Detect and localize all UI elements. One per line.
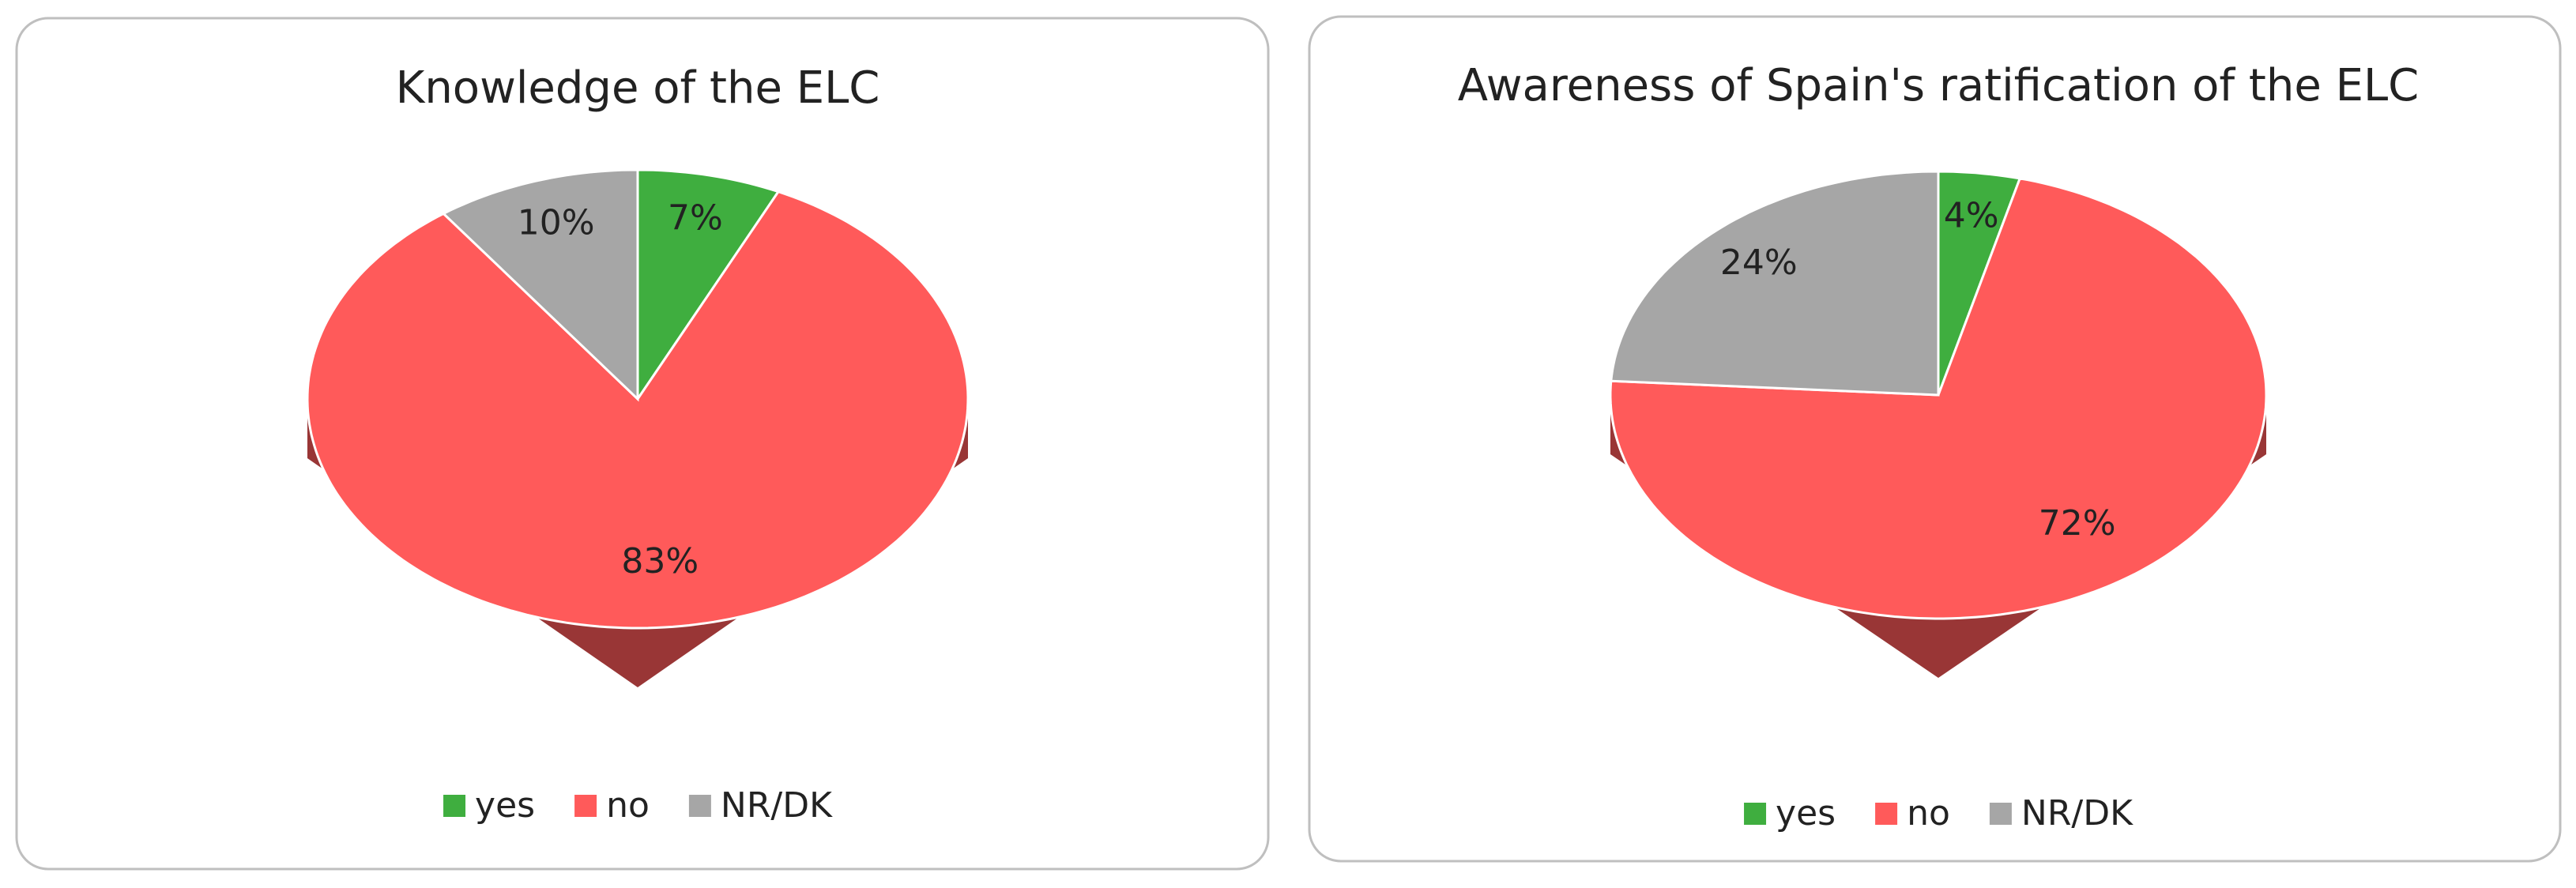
data-label: 24% — [1720, 243, 1798, 283]
pie-top — [1610, 170, 1940, 397]
legend-label: no — [606, 785, 650, 826]
data-label: 7% — [668, 198, 723, 239]
data-label: 83% — [621, 541, 699, 581]
data-label: 72% — [2039, 503, 2116, 544]
pie-slice — [441, 168, 639, 402]
pie-slice — [636, 168, 781, 403]
legend-label: NR/DK — [2021, 793, 2133, 833]
legend-label: yes — [475, 785, 535, 826]
chart-title: Awareness of Spain's ratification of the… — [1458, 60, 2420, 111]
pie-side — [307, 399, 968, 687]
legend-swatch — [1989, 803, 2012, 825]
data-label: 10% — [518, 202, 595, 243]
pie-slice — [1609, 177, 2268, 678]
legend-swatch — [443, 795, 466, 817]
data-label: 4% — [1944, 195, 1999, 235]
pie-side — [1610, 395, 2266, 678]
legend-label: no — [1907, 793, 1950, 833]
pie-slice — [306, 190, 970, 687]
legend-label: NR/DK — [721, 785, 833, 826]
pie-top — [441, 168, 639, 402]
pie-top — [636, 168, 781, 403]
chart-title: Knowledge of the ELC — [396, 62, 880, 114]
legend-swatch — [574, 795, 597, 817]
legend-swatch — [688, 795, 711, 817]
legend-label: yes — [1776, 793, 1836, 833]
pie-slice — [1610, 170, 1940, 397]
pie-top — [306, 190, 970, 630]
legend-swatch — [1875, 803, 1898, 825]
pie-top — [1609, 177, 2268, 620]
legend-swatch — [1744, 803, 1767, 825]
